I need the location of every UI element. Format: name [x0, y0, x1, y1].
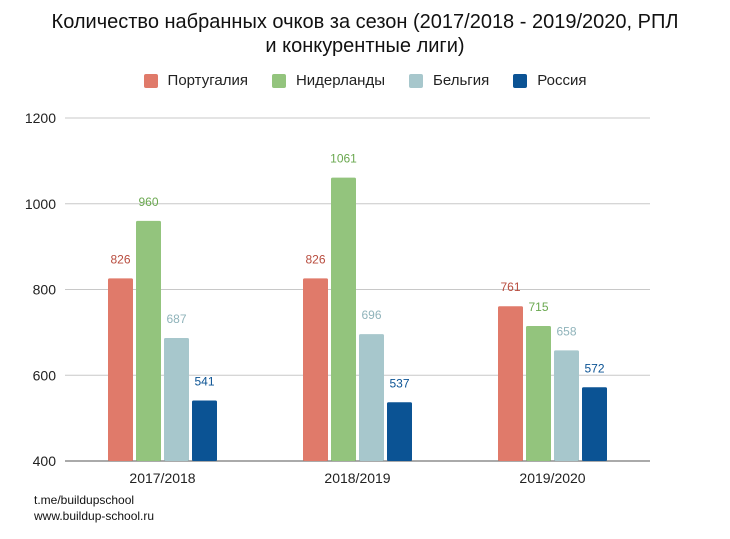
x-tick-label-0: 2017/2018 [129, 470, 195, 486]
legend-swatch-1 [271, 73, 286, 88]
legend-label-2: Бельгия [433, 72, 490, 89]
bar-0-2 [164, 337, 189, 461]
bar-2-0 [498, 306, 523, 461]
legend-swatch-0 [143, 73, 158, 88]
bar-0-3 [192, 400, 217, 461]
x-tick-label-2: 2019/2020 [519, 470, 585, 486]
data-label-2-0: 761 [500, 280, 520, 294]
data-label-2-3: 572 [584, 361, 604, 375]
legend-item-0: Португалия [143, 72, 248, 89]
footer: t.me/buildupschool www.buildup-school.ru [34, 492, 154, 524]
bar-0-1 [136, 220, 161, 461]
x-tick-label-1: 2018/2019 [324, 470, 390, 486]
bar-1-2 [359, 334, 384, 461]
bar-2-2 [554, 350, 579, 461]
bar-1-1 [331, 177, 356, 461]
data-label-1-0: 826 [305, 252, 325, 266]
telegram-link-text: t.me/buildupschool [34, 493, 135, 507]
data-label-1-2: 696 [361, 308, 381, 322]
data-label-2-2: 658 [556, 324, 576, 338]
data-label-1-1: 1061 [330, 152, 357, 166]
legend-swatch-3 [513, 73, 528, 88]
y-tick-label-1000: 1000 [25, 196, 56, 212]
bar-1-3 [387, 402, 412, 461]
data-label-0-2: 687 [166, 312, 186, 326]
data-label-0-3: 541 [194, 375, 214, 389]
bar-2-3 [582, 387, 607, 461]
y-tick-label-800: 800 [33, 282, 57, 298]
legend-item-3: Россия [513, 72, 586, 89]
legend-label-3: Россия [537, 72, 587, 89]
chart-title-line-2: и конкурентные лиги) [265, 35, 465, 57]
data-label-2-1: 715 [528, 300, 548, 314]
legend-label-0: Португалия [167, 72, 248, 89]
y-tick-label-1200: 1200 [25, 110, 56, 126]
chart-title-line-1: Количество набранных очков за сезон (201… [51, 11, 679, 33]
bar-1-0 [303, 278, 328, 461]
data-label-0-0: 826 [110, 252, 130, 266]
data-label-1-3: 537 [389, 376, 409, 390]
legend-item-1: Нидерланды [271, 72, 386, 89]
chart-title: Количество набранных очков за сезон (201… [0, 10, 730, 58]
y-tick-label-400: 400 [33, 453, 57, 469]
legend-swatch-2 [409, 73, 424, 88]
data-label-0-1: 960 [138, 195, 158, 209]
bar-2-1 [526, 325, 551, 461]
legend-item-2: Бельгия [409, 72, 489, 89]
website-link-text: www.buildup-school.ru [34, 509, 155, 523]
y-tick-label-600: 600 [33, 367, 57, 383]
legend-label-1: Нидерланды [295, 72, 386, 89]
bar-0-0 [108, 278, 133, 461]
legend: Португалия Нидерланды Бельгия Россия [0, 72, 730, 89]
